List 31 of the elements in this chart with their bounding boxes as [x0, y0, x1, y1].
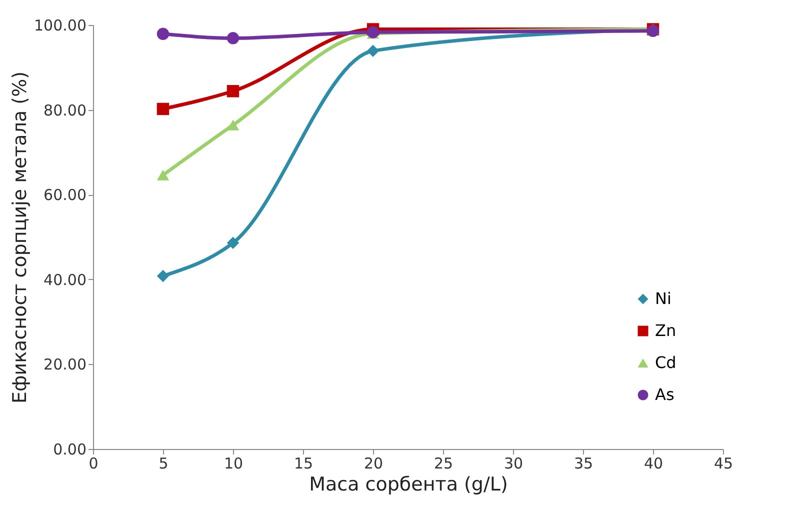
x-axis-title: Маса сорбента (g/L) [309, 474, 508, 496]
point [156, 170, 170, 180]
legend-label: Zn [655, 321, 676, 340]
x-tick-label: 20 [364, 454, 384, 472]
y-axis-title: Ефикасност сорпције метала (%) [9, 71, 32, 404]
point [156, 270, 170, 282]
y-tick-label: 100.00 [34, 16, 86, 34]
point [226, 120, 240, 130]
x-tick-label: 10 [224, 454, 244, 472]
y-tick-label: 20.00 [44, 356, 86, 374]
x-tick-label: 15 [294, 454, 314, 472]
point [226, 236, 240, 250]
legend-label: As [655, 385, 674, 404]
point [366, 44, 380, 57]
x-tick-label: 5 [158, 454, 168, 472]
y-tick-label: 40.00 [44, 270, 86, 289]
x-tick-label: 0 [88, 454, 98, 472]
y-tick-label: 60.00 [44, 186, 86, 204]
point [226, 85, 240, 98]
legend-label: Cd [655, 353, 676, 372]
x-tick-label: 40 [644, 454, 664, 472]
x-tick-label: 25 [434, 454, 454, 472]
point [156, 102, 170, 116]
point [156, 28, 170, 40]
y-tick-label: 80.00 [44, 101, 86, 120]
point [226, 32, 240, 44]
x-tick-label: 35 [574, 454, 594, 472]
legend-label: Ni [655, 289, 672, 308]
y-tick-label: 0.00 [53, 440, 86, 458]
x-tick-label: 30 [504, 454, 524, 472]
x-tick-label: 45 [714, 454, 734, 472]
